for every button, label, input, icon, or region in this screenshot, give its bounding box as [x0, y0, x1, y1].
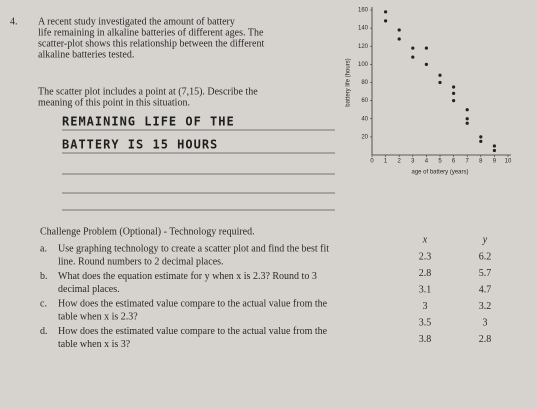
- y-tick-label: 160: [358, 8, 369, 14]
- data-point: [479, 139, 483, 144]
- item-text: What does the equation estimate for y wh…: [58, 271, 317, 282]
- challenge-title: Challenge Problem (Optional) - Technolog…: [40, 226, 255, 237]
- data-point: [465, 117, 469, 121]
- item-letter: c.: [40, 298, 47, 309]
- table-cell: 3.8: [419, 334, 432, 345]
- item-text: table when x is 2.3?: [58, 311, 138, 322]
- item-text: How does the estimated value compare to …: [58, 298, 328, 309]
- prompt-text: meaning of this point in this situation.: [38, 97, 190, 108]
- y-tick-label: 140: [358, 26, 369, 32]
- data-point: [452, 99, 456, 103]
- item-letter: a.: [40, 243, 47, 254]
- x-tick-label: 7: [466, 159, 470, 165]
- table-cell: 2.3: [419, 251, 432, 262]
- x-tick-label: 9: [493, 159, 497, 165]
- y-tick-label: 60: [361, 98, 368, 104]
- table-header: y: [482, 234, 488, 245]
- problem-text: scatter-plot shows this relationship bet…: [38, 38, 264, 49]
- y-tick-label: 40: [361, 116, 368, 122]
- problem-text: alkaline batteries tested.: [38, 49, 134, 60]
- x-tick-label: 2: [398, 159, 402, 165]
- item-text: line. Round numbers to 2 decimal places.: [58, 256, 224, 267]
- data-point: [384, 19, 388, 23]
- y-tick-label: 100: [358, 62, 369, 68]
- table-cell: 3.2: [479, 301, 492, 312]
- item-text: How does the estimated value compare to …: [58, 326, 328, 337]
- table-cell: 3: [483, 317, 488, 328]
- item-text: table when x is 3?: [58, 339, 131, 350]
- handwritten-answer: REMAINING LIFE OF THE: [62, 115, 235, 129]
- table-header: x: [422, 234, 428, 245]
- data-point: [479, 135, 483, 139]
- x-tick-label: 1: [384, 159, 388, 165]
- x-axis-label: age of battery (years): [411, 170, 468, 176]
- table-cell: 3: [423, 301, 428, 312]
- x-tick-label: 0: [370, 159, 374, 165]
- y-axis-label: battery life (hours): [346, 58, 352, 106]
- item-text: decimal places.: [58, 284, 120, 295]
- problem-text: life remaining in alkaline batteries of …: [38, 27, 264, 38]
- table-cell: 3.1: [419, 284, 432, 295]
- data-point: [438, 73, 442, 77]
- table-cell: 2.8: [419, 268, 432, 279]
- answer-rules: [62, 129, 335, 211]
- x-tick-label: 6: [452, 159, 456, 165]
- item-letter: d.: [40, 326, 48, 337]
- data-point: [452, 85, 456, 89]
- table-cell: 6.2: [479, 251, 492, 262]
- data-point: [397, 37, 401, 41]
- problem-number: 4.: [10, 16, 18, 27]
- prompt-text: The scatter plot includes a point at (7,…: [38, 86, 258, 97]
- x-tick-label: 5: [438, 159, 442, 165]
- data-point: [492, 144, 496, 148]
- x-tick-label: 10: [505, 159, 512, 165]
- data-point: [424, 62, 428, 66]
- data-point: [452, 91, 456, 95]
- x-tick-label: 8: [479, 159, 483, 165]
- x-tick-label: 3: [411, 159, 415, 165]
- problem-text: A recent study investigated the amount o…: [38, 16, 235, 27]
- data-point: [411, 46, 415, 50]
- table-cell: 5.7: [479, 268, 492, 279]
- y-tick-label: 120: [358, 44, 369, 50]
- y-tick-label: 80: [361, 80, 368, 86]
- data-point: [465, 121, 469, 125]
- data-point: [424, 46, 428, 50]
- item-text: Use graphing technology to create a scat…: [58, 243, 329, 254]
- table-cell: 2.8: [479, 334, 492, 345]
- table-cell: 3.5: [419, 317, 432, 328]
- data-point: [492, 148, 496, 153]
- data-point: [397, 28, 401, 32]
- data-point: [465, 108, 469, 112]
- x-tick-label: 4: [425, 159, 429, 165]
- table-cell: 4.7: [479, 284, 492, 295]
- data-point: [411, 55, 415, 59]
- data-point: [384, 10, 388, 14]
- data-point: [438, 80, 442, 85]
- item-letter: b.: [40, 271, 48, 282]
- y-tick-label: 20: [361, 134, 368, 140]
- handwritten-answer: BATTERY IS 15 HOURS: [62, 138, 218, 152]
